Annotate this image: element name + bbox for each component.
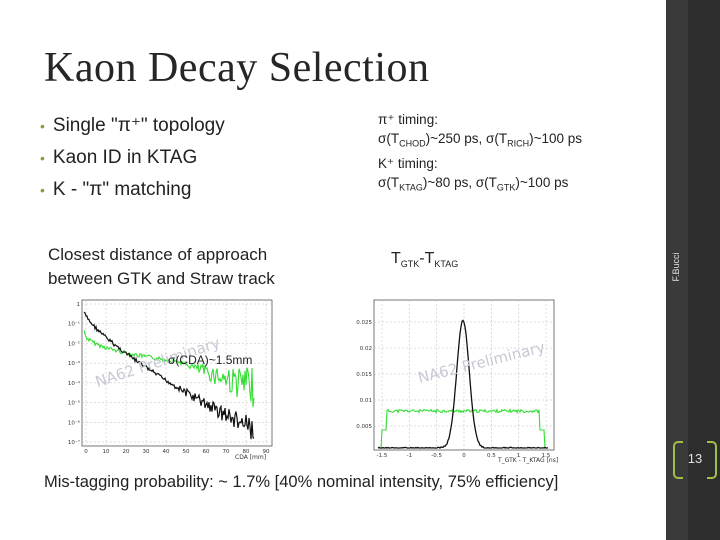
tgtk-y-tick: 0.015 [356, 372, 372, 378]
k-timing-label: K⁺ timing: [378, 155, 438, 171]
tgtk-plot: 0.025 0.02 0.015 0.01 0.005 -1.5 -1 -0.5 0 0.5 1 1… [356, 299, 558, 464]
author-strip: F.Bucci [666, 0, 688, 540]
cda-y-tick: 10⁻⁵ [68, 400, 80, 407]
cda-y-tick: 10⁻² [68, 340, 80, 347]
tgtk-y-tick: 0.01 [360, 398, 372, 404]
timing-info: π⁺ timing: σ(TCHOD)~250 ps, σ(TRICH)~100… [378, 110, 582, 197]
tgtk-x-tick: 1.5 [542, 453, 551, 459]
bracket-right-icon [707, 441, 717, 479]
tgtk-x-tick: 0.5 [487, 453, 496, 459]
cda-y-tick: 1 [77, 302, 81, 308]
cda-y-tick: 10⁻⁷ [68, 439, 80, 446]
cda-annotation: σ(CDA)~1.5mm [168, 353, 252, 367]
tgtk-xlabel: T_GTK - T_KTAG [ns] [497, 457, 558, 464]
bracket-left-icon [673, 441, 683, 479]
bullet-icon: • [40, 118, 45, 134]
cda-x-tick: 80 [243, 449, 250, 455]
cda-x-tick: 60 [203, 449, 210, 455]
cda-x-tick: 20 [123, 449, 130, 455]
cda-x-tick: 10 [103, 449, 110, 455]
cda-caption: Closest distance of approach between GTK… [48, 245, 275, 288]
bullet-list: • Single "π⁺" topology • Kaon ID in KTAG •… [40, 110, 225, 206]
tgtk-y-tick: 0.005 [356, 424, 372, 430]
cda-y-tick: 10⁻³ [68, 360, 80, 367]
cda-x-tick: 40 [163, 449, 170, 455]
tgtk-x-tick: 0 [462, 453, 466, 459]
tgtk-x-tick: -0.5 [431, 453, 442, 459]
tgtk-x-tick: -1 [407, 453, 412, 459]
bullet-icon: • [40, 150, 45, 166]
cda-x-tick: 0 [84, 449, 88, 455]
bullet-item: • Single "π⁺" topology [40, 115, 225, 136]
tgtk-y-tick: 0.025 [356, 320, 372, 326]
bullet-item: • K - "π" matching [40, 179, 192, 200]
cda-plot: 1 10⁻¹ 10⁻² 10⁻³ 10⁻⁴ 10⁻⁵ 10⁻⁶ 10⁻⁷ 0 10 20 30 40 5… [68, 299, 273, 461]
author-label: F.Bucci [671, 252, 681, 282]
cda-xlabel: CDA [mm] [235, 454, 266, 461]
page-number: 13 [687, 450, 703, 466]
tgtk-x-tick: -1.5 [377, 453, 388, 459]
pi-timing-label: π⁺ timing: [378, 112, 438, 127]
cda-y-tick: 10⁻⁴ [68, 380, 81, 387]
cda-y-tick: 10⁻¹ [68, 321, 80, 328]
bullet-item: • Kaon ID in KTAG [40, 147, 198, 168]
k-timing-line: σ(TKTAG)~80 ps, σ(TGTK)~100 ps [378, 174, 569, 193]
page-title: Kaon Decay Selection [44, 45, 430, 91]
cda-x-tick: 50 [183, 449, 190, 455]
footer-note: Mis-tagging probability: ~ 1.7% [40% nom… [44, 473, 559, 491]
bullet-icon: • [40, 182, 45, 198]
tgtk-y-tick: 0.02 [360, 346, 372, 352]
cda-x-tick: 70 [223, 449, 230, 455]
tgtk-x-tick: 1 [517, 453, 521, 459]
cda-y-tick: 10⁻⁶ [68, 419, 81, 426]
page-number-badge: 13 [673, 441, 717, 479]
pi-timing-line: σ(TCHOD)~250 ps, σ(TRICH)~100 ps [378, 131, 582, 149]
cda-x-tick: 90 [263, 449, 270, 455]
tgtk-caption: TGTK-TKTAG [391, 250, 459, 270]
cda-x-tick: 30 [143, 449, 150, 455]
